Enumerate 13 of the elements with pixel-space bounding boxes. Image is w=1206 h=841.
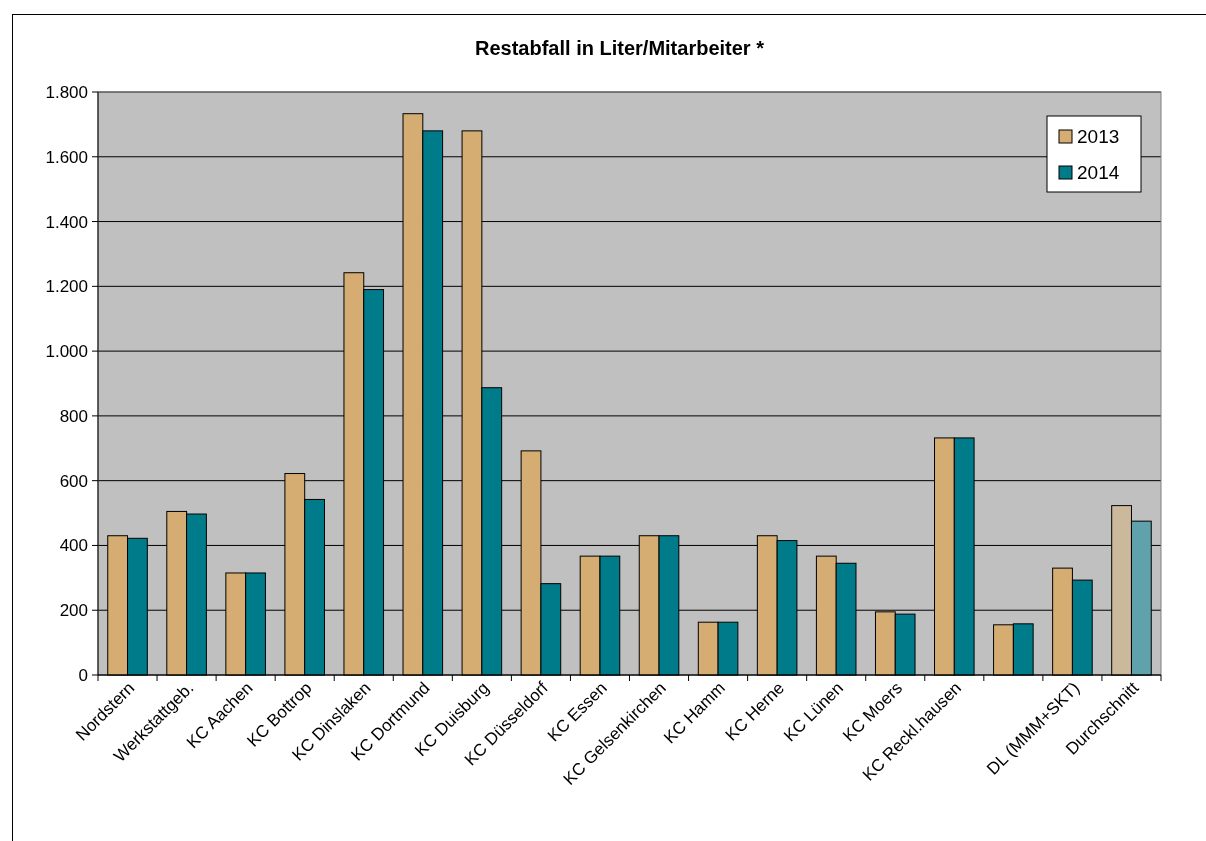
y-tick-label: 200 — [59, 601, 88, 621]
chart-title: Restabfall in Liter/Mitarbeiter * — [475, 37, 765, 59]
y-tick-label: 800 — [59, 406, 88, 426]
legend-label: 2013 — [1077, 125, 1120, 147]
y-tick-label: 0 — [78, 665, 88, 685]
y-tick-label: 1.000 — [45, 342, 88, 362]
y-tick-label: 1.600 — [45, 147, 88, 167]
y-tick-label: 400 — [59, 536, 88, 556]
legend-label: 2014 — [1077, 161, 1120, 183]
y-tick-label: 600 — [59, 471, 88, 491]
y-tick-label: 1.800 — [45, 82, 88, 102]
y-tick-label: 1.200 — [45, 277, 88, 297]
y-tick-label: 1.400 — [45, 212, 88, 232]
